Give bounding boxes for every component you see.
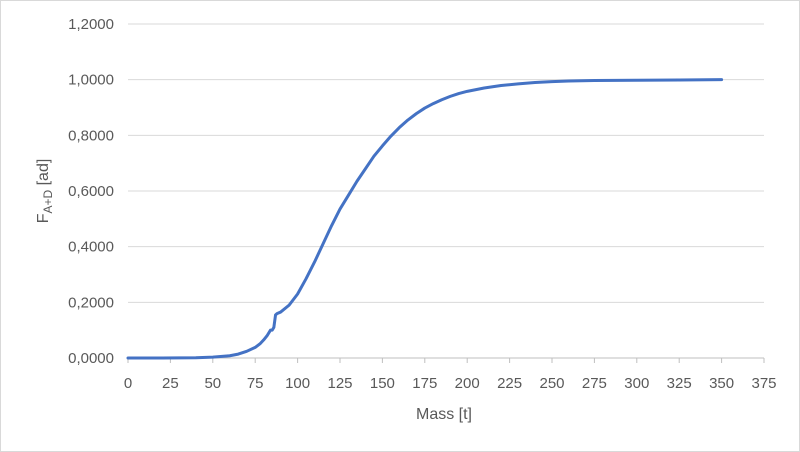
- x-tick-label: 275: [582, 375, 607, 392]
- y-axis-title-main: F: [35, 213, 52, 223]
- y-tick-label: 0,4000: [68, 239, 114, 256]
- x-tick-label: 300: [624, 375, 649, 392]
- x-tick-label: 25: [162, 375, 179, 392]
- x-axis-title: Mass [t]: [416, 406, 472, 423]
- x-tick-label: 200: [455, 375, 480, 392]
- x-tick-label: 350: [709, 375, 734, 392]
- y-tick-label: 1,0000: [68, 72, 114, 89]
- x-tick-label: 250: [539, 375, 564, 392]
- x-tick-label: 150: [370, 375, 395, 392]
- x-tick-label: 225: [497, 375, 522, 392]
- x-tick-label: 100: [285, 375, 310, 392]
- x-tick-label: 175: [412, 375, 437, 392]
- x-tick-label: 0: [124, 375, 132, 392]
- x-axis: 0 25 50 75 100 125 150 175 200 225 250 275 300 325 350…: [124, 357, 777, 392]
- y-tick-label: 0,6000: [68, 183, 114, 200]
- y-tick-label: 0,0000: [68, 350, 114, 367]
- y-axis-title-unit: [ad]: [35, 159, 52, 190]
- y-tick-label: 0,8000: [68, 127, 114, 144]
- series-layer: [126, 78, 724, 360]
- y-axis-title-subscript: A+D: [41, 190, 55, 214]
- x-tick-label: 50: [204, 375, 221, 392]
- y-axis: 0,0000 0,2000 0,4000 0,6000 0,8000 1,0000 1,20…: [68, 16, 114, 367]
- y-tick-label: 1,2000: [68, 16, 114, 33]
- y-axis-title: FA+D [ad]: [35, 159, 55, 224]
- x-tick-label: 325: [667, 375, 692, 392]
- y-tick-label: 0,2000: [68, 294, 114, 311]
- x-tick-label: 75: [247, 375, 264, 392]
- x-tick-label: 125: [327, 375, 352, 392]
- grid-layer: [128, 23, 764, 303]
- x-tick-label: 375: [751, 375, 776, 392]
- series-line-0: [126, 78, 724, 360]
